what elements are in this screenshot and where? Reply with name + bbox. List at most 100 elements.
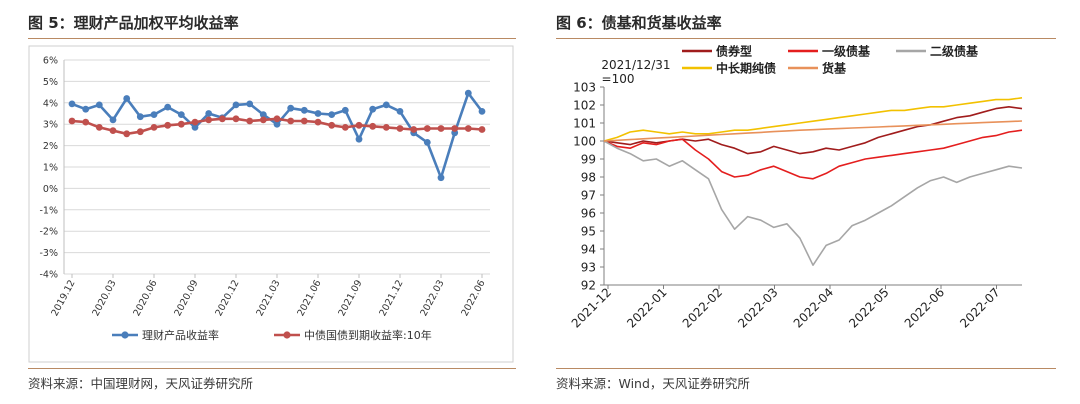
left-x-tick-label: 2021.03 — [254, 278, 282, 318]
right-bottom-divider — [556, 368, 1056, 369]
left-series-1-point — [68, 100, 76, 108]
left-series-2-point — [328, 121, 336, 129]
right-y-tick-label: 97 — [581, 189, 596, 203]
left-series-2-point — [246, 117, 254, 125]
left-y-tick-label: -1% — [40, 205, 59, 216]
left-series-1-point — [341, 106, 349, 114]
left-series-2-point — [287, 117, 295, 125]
left-series-2-point — [410, 126, 418, 133]
left-y-tick-label: 3% — [43, 120, 58, 131]
left-y-tick-label: 6% — [43, 56, 58, 67]
right-y-tick-label: 101 — [573, 117, 596, 131]
left-y-tick-label: 0% — [43, 184, 58, 195]
left-series-2-point — [478, 126, 486, 133]
left-series-2-point — [259, 116, 267, 124]
right-legend-label: 一级债基 — [822, 44, 871, 59]
right-y-tick-label: 93 — [581, 261, 596, 275]
left-x-tick-label: 2020.06 — [131, 278, 159, 318]
left-title-divider — [28, 38, 516, 39]
right-series-line-5 — [603, 120, 1023, 142]
left-series-1-point — [205, 110, 213, 117]
right-x-tick-label: 2022-01 — [624, 285, 669, 330]
right-legend-label: 债券型 — [716, 44, 752, 59]
left-x-tick-label: 2021.09 — [336, 278, 364, 318]
left-series-1-point — [478, 108, 486, 115]
left-y-tick-label: 1% — [43, 163, 58, 174]
right-legend-label: 二级债基 — [930, 44, 979, 59]
right-figure-title: 图 6：债基和货基收益率 — [556, 14, 722, 32]
right-series-line-2 — [603, 129, 1023, 180]
left-plot-frame — [28, 45, 514, 363]
left-x-tick-label: 2020.12 — [213, 278, 241, 318]
left-x-tick-label: 2021.12 — [377, 278, 405, 318]
left-series-1-point — [314, 110, 322, 117]
left-series-1-point — [355, 135, 363, 143]
left-series-1-point — [396, 108, 404, 115]
left-y-tick-label: 5% — [43, 77, 58, 88]
right-y-tick-label: 102 — [573, 99, 596, 113]
left-series-2-point — [136, 128, 144, 136]
left-series-2-point — [451, 125, 459, 132]
left-series-2-point — [191, 118, 199, 126]
left-series-2-point — [300, 117, 308, 125]
left-series-1-point — [464, 89, 472, 97]
left-series-2-point — [396, 125, 404, 132]
left-x-tick-label: 2021.06 — [295, 278, 323, 318]
left-series-2-point — [150, 124, 158, 131]
right-x-tick-label: 2022-05 — [846, 285, 891, 330]
left-series-1-point — [82, 105, 90, 113]
left-x-tick-label: 2022.03 — [418, 278, 446, 318]
left-source-note: 资料来源：中国理财网，天风证券研究所 — [28, 376, 254, 391]
right-x-tick-label: 2022-03 — [735, 285, 780, 330]
left-series-2-point — [68, 117, 76, 125]
right-base-date-note: 2021/12/31 — [601, 58, 670, 72]
left-series-2-point — [464, 125, 472, 132]
left-y-tick-label: 4% — [43, 98, 58, 109]
left-y-tick-label: -2% — [40, 227, 59, 238]
left-series-1-point — [164, 103, 172, 111]
right-series-line-4 — [603, 97, 1023, 142]
left-series-2-point — [437, 125, 445, 132]
right-y-tick-label: 95 — [581, 225, 596, 239]
left-series-1-point — [328, 111, 336, 118]
left-series-2-point — [205, 116, 213, 124]
left-figure-title: 图 5：理财产品加权平均收益率 — [28, 14, 239, 32]
right-y-tick-label: 96 — [581, 207, 596, 221]
left-series-1-point — [423, 139, 431, 146]
left-series-2-point — [177, 120, 185, 128]
left-series-1-point — [437, 174, 445, 182]
right-x-tick-label: 2022-06 — [902, 285, 947, 330]
right-base-value-note: =100 — [602, 72, 635, 86]
left-series-2-point — [341, 124, 349, 131]
left-series-2-point — [164, 121, 172, 129]
right-y-tick-label: 103 — [573, 81, 596, 95]
left-series-2-point — [369, 122, 377, 130]
left-series-1-point — [273, 120, 281, 128]
left-series-2-point — [232, 115, 240, 123]
right-source-note: 资料来源：Wind，天风证券研究所 — [556, 376, 750, 391]
left-series-2-point — [314, 118, 322, 126]
right-legend-label: 中长期纯债 — [716, 61, 776, 76]
left-series-2-point — [82, 118, 90, 126]
left-series-2-point — [355, 121, 363, 129]
left-legend-marker — [283, 331, 291, 339]
left-x-tick-label: 2020.03 — [90, 278, 118, 318]
left-y-tick-label: -4% — [40, 270, 59, 281]
left-series-1-point — [150, 111, 158, 118]
left-legend-marker — [121, 331, 129, 339]
left-series-2-point — [423, 125, 431, 132]
left-series-2-point — [109, 127, 117, 134]
right-y-tick-label: 99 — [581, 153, 596, 167]
left-chart: 6% 5% 4% 3% 2% 1% 0% -1% -2% -3% -4% 2019.12 2020.0… — [28, 45, 514, 363]
left-series-line-1 — [71, 91, 484, 179]
left-series-1-point — [369, 105, 377, 113]
left-legend-label: 中债国债到期收益率:10年 — [304, 328, 432, 342]
left-series-1-point — [382, 101, 390, 109]
left-series-1-point — [109, 116, 117, 124]
left-x-tick-label: 2019.12 — [49, 278, 77, 318]
left-bottom-divider — [28, 368, 516, 369]
right-x-tick-label: 2022-02 — [680, 285, 725, 330]
left-series-1-point — [136, 113, 144, 121]
left-x-tick-label: 2020.09 — [172, 278, 200, 318]
right-x-tick-label: 2022-04 — [791, 285, 836, 330]
